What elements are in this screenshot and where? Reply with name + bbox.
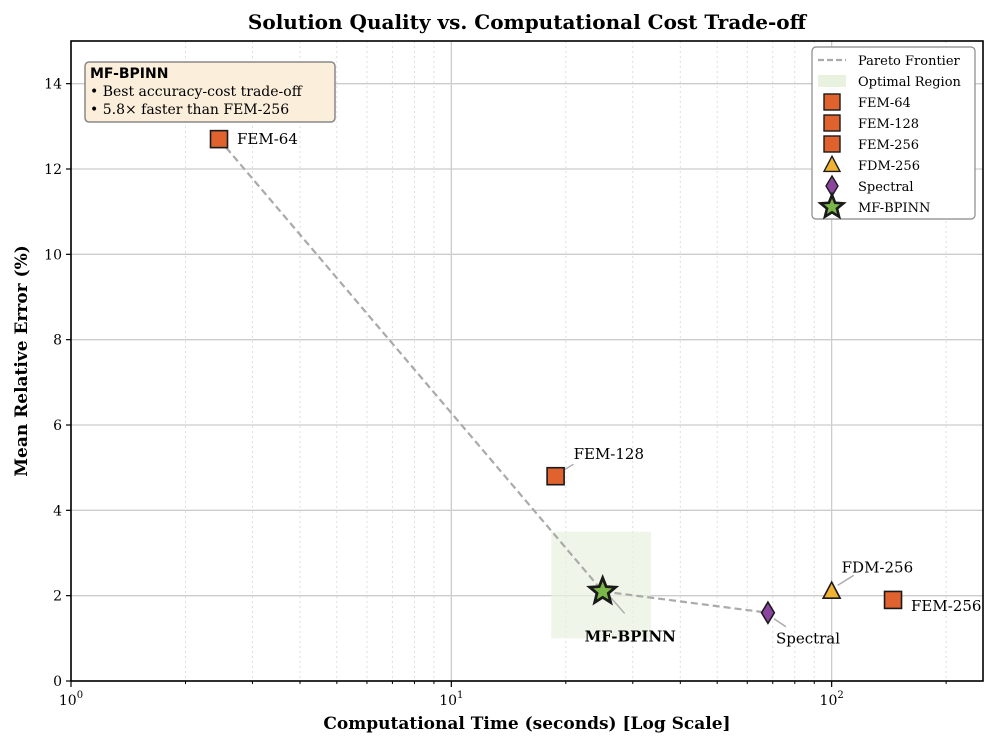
- x-tick-exponent: 0: [77, 690, 83, 701]
- legend-optimal-region-label: Optimal Region: [858, 75, 962, 90]
- point-mf-bpinn: [586, 574, 620, 606]
- annotation-box-line-1: • Best accuracy-cost trade-off: [90, 84, 303, 100]
- y-axis-label: Mean Relative Error (%): [12, 245, 32, 477]
- x-tick-label: 100: [59, 690, 83, 709]
- legend-fem-128-swatch: [823, 114, 841, 132]
- legend-fdm-256-swatch: [822, 154, 842, 173]
- x-tick-base: 10: [439, 693, 457, 709]
- y-tick-label: 6: [53, 418, 62, 434]
- leader-fem-128: [563, 463, 574, 471]
- legend-spectral-label: Spectral: [858, 180, 914, 195]
- legend-fdm-256-label: FDM-256: [858, 159, 920, 174]
- leader-spectral: [773, 618, 787, 628]
- legend-frame: [811, 46, 976, 220]
- point-label-mf-bpinn: MF-BPINN: [585, 627, 676, 645]
- point-spectral: [760, 600, 776, 625]
- point-labels: FEM-64 FEM-128 FEM-256 FDM-256 Spectral MF-BP…: [237, 130, 981, 648]
- point-fem-64: [209, 129, 229, 149]
- point-label-fem-256: FEM-256: [911, 597, 981, 615]
- y-tick-label: 0: [53, 674, 62, 690]
- point-label-fdm-256: FDM-256: [842, 558, 914, 576]
- point-fem-128: [546, 466, 565, 486]
- annotation-box-title: MF-BPINN: [90, 66, 168, 82]
- y-tick-label: 14: [44, 77, 62, 93]
- legend-mf-bpinn-swatch: [817, 191, 847, 220]
- chart-title: Solution Quality vs. Computational Cost …: [248, 10, 808, 34]
- point-label-fem-128: FEM-128: [574, 445, 644, 463]
- point-fem-256: [883, 590, 903, 610]
- point-fdm-256: [821, 580, 842, 600]
- legend-pareto-frontier-label: Pareto Frontier: [858, 54, 961, 69]
- y-tick-label: 2: [53, 589, 62, 605]
- y-tick-label: 12: [44, 162, 62, 178]
- annotation-leaders: [563, 463, 855, 628]
- x-tick-base: 10: [820, 693, 838, 709]
- y-tick-label: 8: [53, 333, 62, 349]
- x-tick-base: 10: [59, 693, 77, 709]
- x-tick-label: 101: [439, 690, 463, 709]
- point-label-spectral: Spectral: [776, 630, 840, 648]
- leader-mf-bpinn: [610, 596, 626, 614]
- legend-fem-128-label: FEM-128: [858, 117, 919, 132]
- legend-fem-64-swatch: [823, 93, 841, 111]
- leader-fdm-256: [837, 574, 855, 586]
- x-axis-label: Computational Time (seconds) [Log Scale]: [323, 714, 730, 734]
- annotation-box: MF-BPINN • Best accuracy-cost trade-off …: [84, 61, 336, 123]
- legend: Pareto Frontier Optimal Region FEM-64 FEM-1…: [811, 46, 976, 220]
- y-tick-label: 10: [44, 247, 62, 263]
- annotation-box-frame: [84, 61, 336, 123]
- x-tick-exponent: 2: [837, 690, 843, 701]
- plot-frame: [70, 40, 984, 682]
- legend-fem-256-label: FEM-256: [858, 138, 919, 153]
- x-tick-label: 102: [820, 690, 844, 709]
- y-tick-label: 4: [53, 503, 62, 519]
- legend-fem-64-label: FEM-64: [858, 96, 911, 111]
- legend-optimal-region-swatch: [818, 75, 846, 87]
- annotation-box-line-2: • 5.8× faster than FEM-256: [90, 102, 289, 118]
- legend-fem-256-swatch: [823, 135, 841, 153]
- point-label-fem-64: FEM-64: [237, 130, 298, 148]
- pareto-frontier-line: [218, 138, 769, 614]
- legend-entries: Pareto Frontier Optimal Region FEM-64 FEM-1…: [817, 54, 962, 220]
- x-tick-exponent: 1: [457, 690, 463, 701]
- legend-mf-bpinn-label: MF-BPINN: [858, 201, 930, 216]
- data-points: [209, 129, 903, 625]
